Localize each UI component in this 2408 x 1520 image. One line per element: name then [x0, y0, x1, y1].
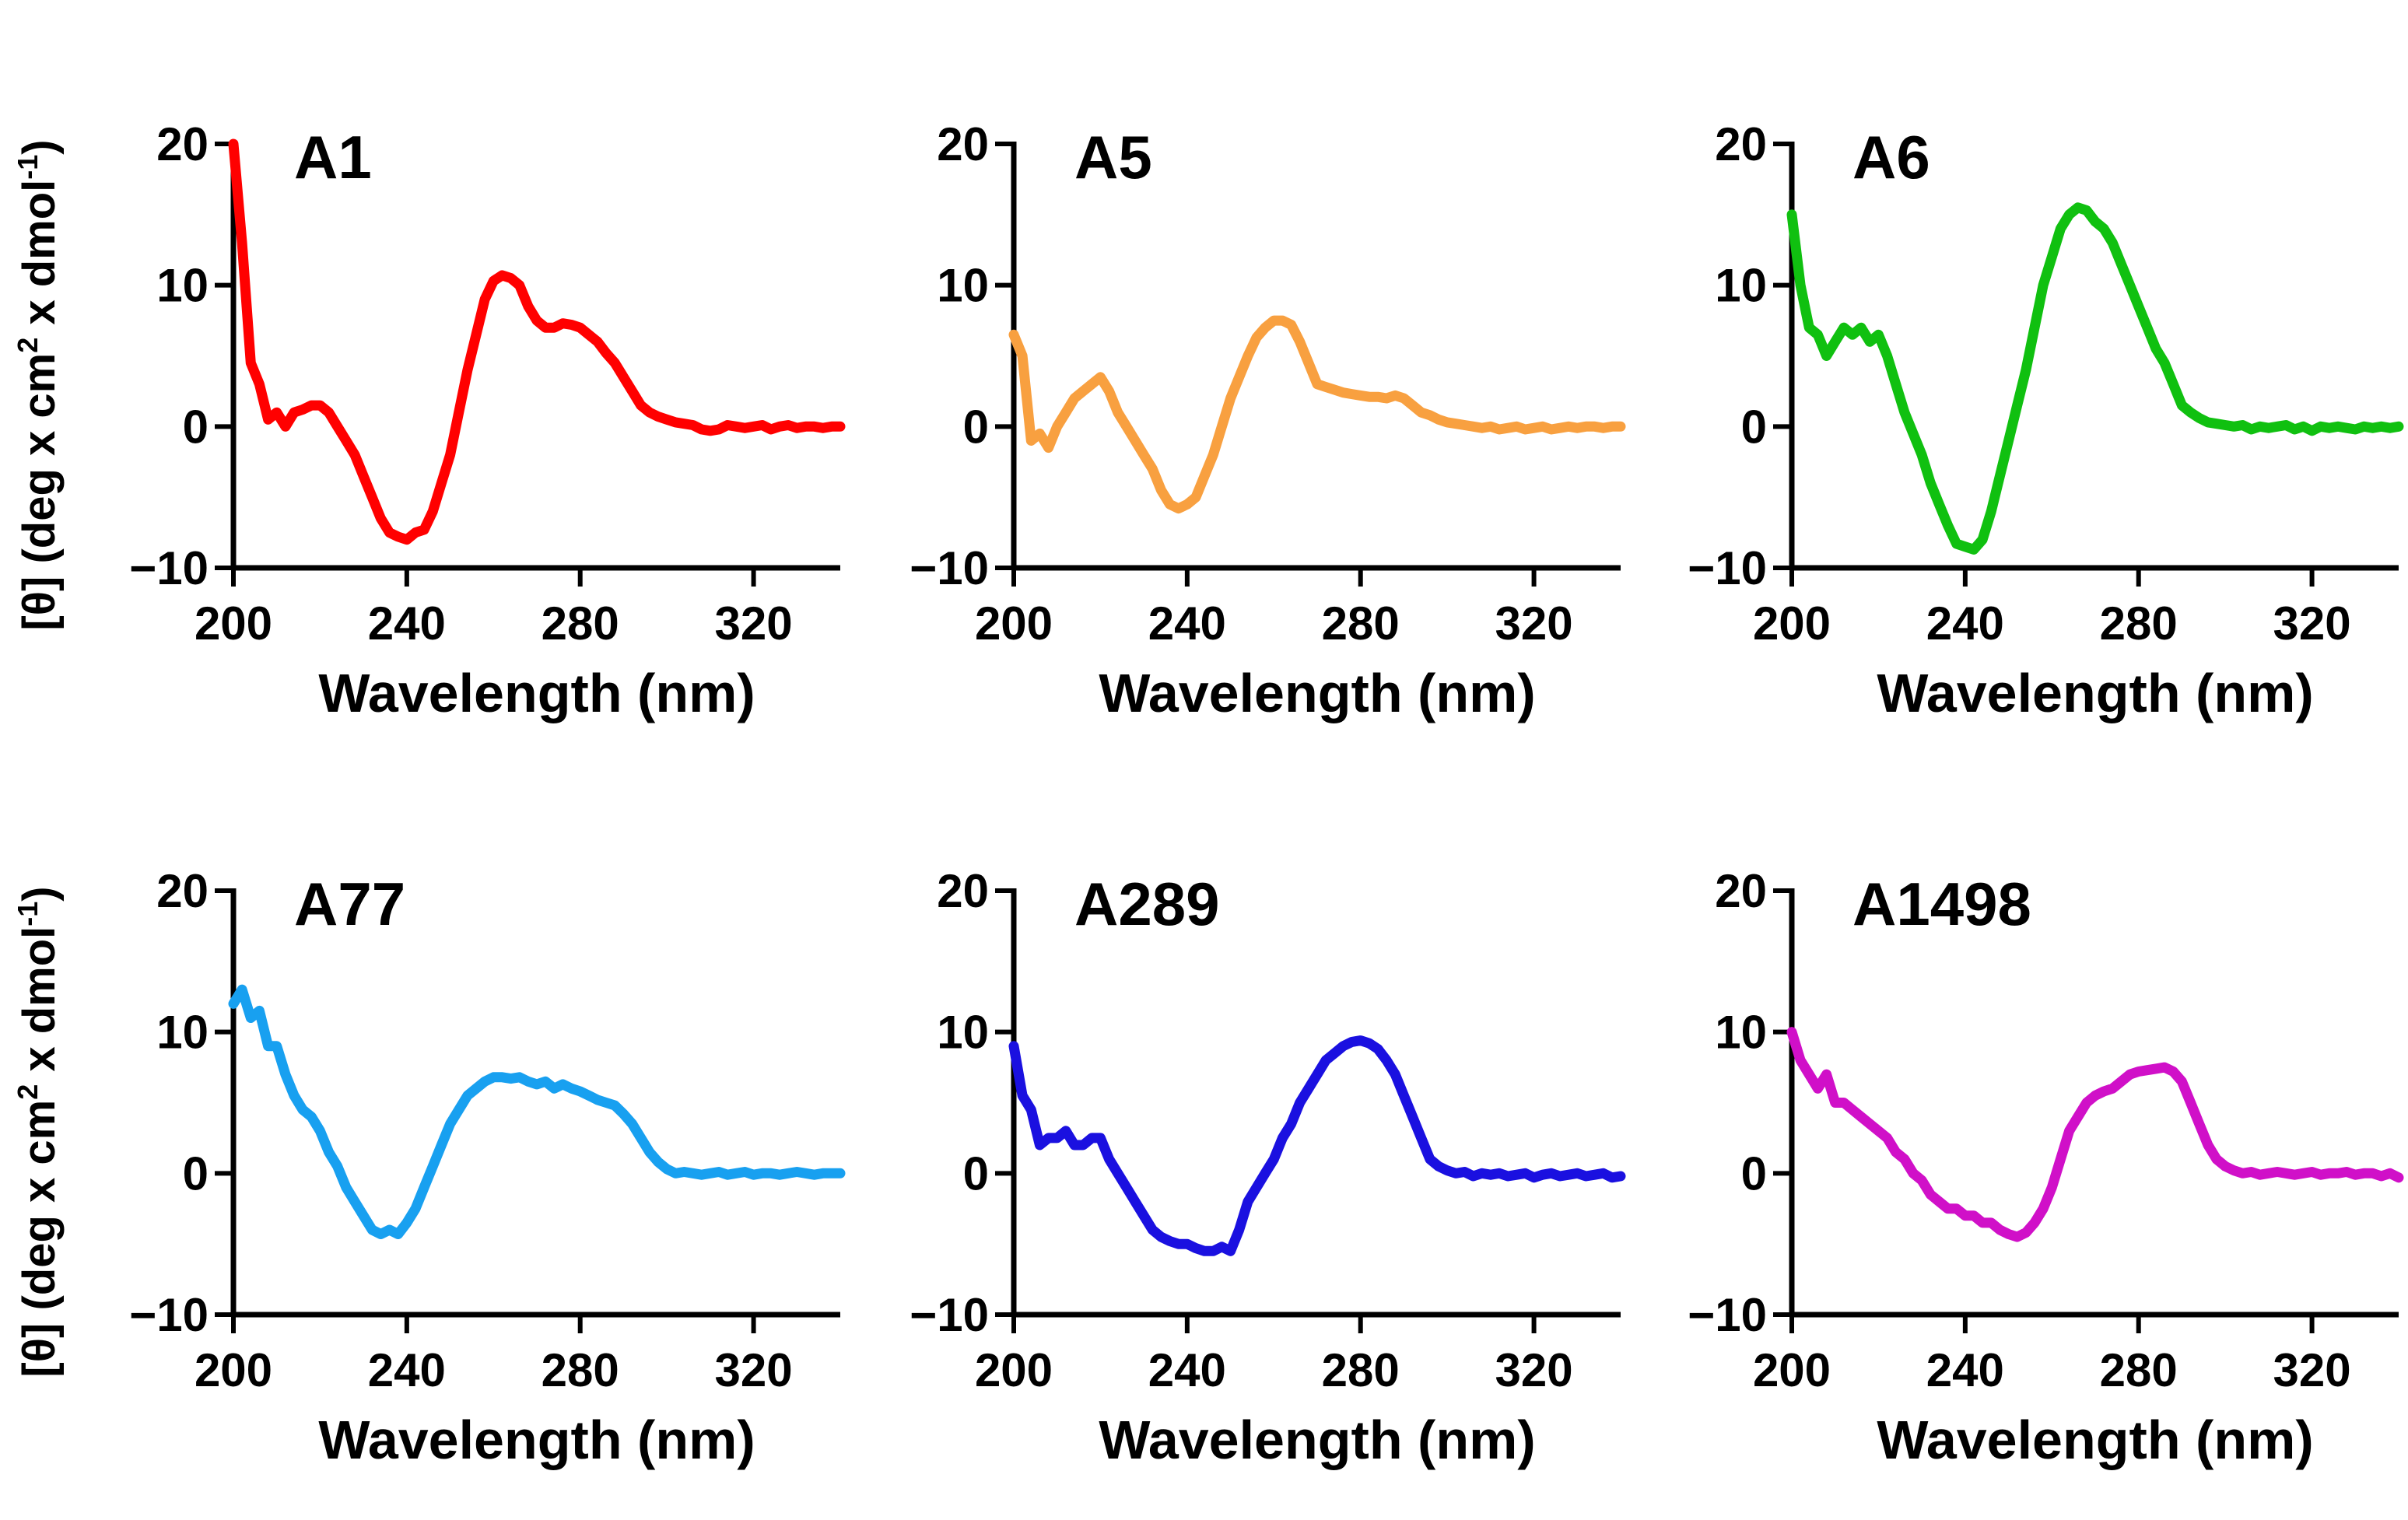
x-tick-label: 280: [1322, 597, 1400, 650]
x-tick-label: 200: [195, 1344, 272, 1396]
x-tick-label: 200: [1753, 1344, 1831, 1396]
x-tick-label: 240: [1926, 597, 2004, 650]
x-tick-label: 320: [1495, 597, 1573, 650]
x-axis-title: Wavelength (nm): [1099, 1410, 1535, 1470]
y-tick-label: 0: [963, 1147, 989, 1200]
y-tick-label: 20: [937, 865, 989, 917]
x-axis-title: Wavelength (nm): [1877, 1410, 2313, 1470]
x-axis-title: Wavelength (nm): [318, 663, 755, 723]
y-tick-label: 0: [963, 401, 989, 453]
cd-spectrum-line-a1: [228, 138, 846, 545]
cd-spectrum-line-a1498: [1786, 1027, 2404, 1242]
y-tick-label: 20: [1715, 865, 1767, 917]
panel-title: A6: [1852, 123, 1930, 191]
x-tick-label: 320: [1495, 1344, 1573, 1396]
panel-title: A1498: [1852, 870, 2031, 938]
y-tick-label: 10: [937, 1007, 989, 1059]
x-axis-title: Wavelength (nm): [1099, 663, 1535, 723]
panel-title: A77: [294, 870, 405, 938]
x-tick-label: 200: [1753, 597, 1831, 650]
y-tick-label: −10: [129, 1289, 209, 1341]
x-tick-label: 240: [368, 597, 446, 650]
y-tick-label: 20: [937, 118, 989, 170]
x-tick-label: 200: [975, 597, 1053, 650]
x-tick-label: 320: [2273, 1344, 2351, 1396]
cd-spectrum-line-a6: [1786, 202, 2404, 555]
x-axis-title: Wavelength (nm): [318, 1410, 755, 1470]
x-tick-label: 200: [195, 597, 272, 650]
y-tick-label: 0: [1741, 1147, 1767, 1200]
y-axis-label-bottom: [θ] (deg x cm2 x dmol-1): [12, 886, 65, 1377]
panel-a1: −10 0 10 20 200 240 280 320 Wavelength (nm) A1: [129, 118, 846, 723]
x-tick-label: 280: [2100, 1344, 2178, 1396]
panel-title: A1: [294, 123, 372, 191]
y-tick-label: −10: [1688, 1289, 1767, 1341]
y-tick-label: 10: [1715, 260, 1767, 312]
x-tick-label: 320: [715, 1344, 793, 1396]
panel-a1498: −10 0 10 20 200 240 280 320 Wavelength (nm) A1498: [1688, 865, 2404, 1470]
panel-a5: −10 0 10 20 200 240 280 320 Wavelength (nm) A5: [910, 118, 1626, 723]
cd-spectrum-line-a5: [1008, 315, 1626, 514]
y-tick-label: 10: [156, 260, 209, 312]
panel-title: A289: [1074, 870, 1219, 938]
x-tick-label: 280: [2100, 597, 2178, 650]
panel-a289: −10 0 10 20 200 240 280 320 Wavelength (nm) A289: [910, 865, 1626, 1470]
x-tick-label: 240: [368, 1344, 446, 1396]
x-tick-label: 320: [715, 597, 793, 650]
x-tick-label: 320: [2273, 597, 2351, 650]
y-tick-label: −10: [910, 542, 989, 594]
cd-spectrum-line-a289: [1008, 1035, 1626, 1256]
y-tick-label: 20: [156, 118, 209, 170]
y-tick-label: −10: [1688, 542, 1767, 594]
x-tick-label: 200: [975, 1344, 1053, 1396]
x-tick-label: 240: [1148, 1344, 1226, 1396]
y-tick-label: 10: [156, 1007, 209, 1059]
panel-a6: −10 0 10 20 200 240 280 320 Wavelength (nm) A6: [1688, 118, 2404, 723]
y-tick-label: 20: [1715, 118, 1767, 170]
x-axis-title: Wavelength (nm): [1877, 663, 2313, 723]
x-tick-label: 280: [1322, 1344, 1400, 1396]
x-tick-label: 240: [1926, 1344, 2004, 1396]
x-tick-label: 280: [542, 1344, 619, 1396]
x-tick-label: 280: [542, 597, 619, 650]
y-tick-label: 0: [183, 401, 209, 453]
y-tick-label: 0: [183, 1147, 209, 1200]
y-tick-label: −10: [910, 1289, 989, 1341]
panel-title: A5: [1074, 123, 1152, 191]
y-tick-label: 10: [1715, 1007, 1767, 1059]
y-tick-label: 10: [937, 260, 989, 312]
x-tick-label: 240: [1148, 597, 1226, 650]
y-tick-label: 20: [156, 865, 209, 917]
cd-spectrum-line-a77: [228, 984, 846, 1239]
y-tick-label: −10: [129, 542, 209, 594]
panel-a77: −10 0 10 20 200 240 280 320 Wavelength (nm) A77: [129, 865, 846, 1470]
y-tick-label: 0: [1741, 401, 1767, 453]
y-axis-label-top: [θ] (deg x cm2 x dmol-1): [12, 139, 65, 630]
